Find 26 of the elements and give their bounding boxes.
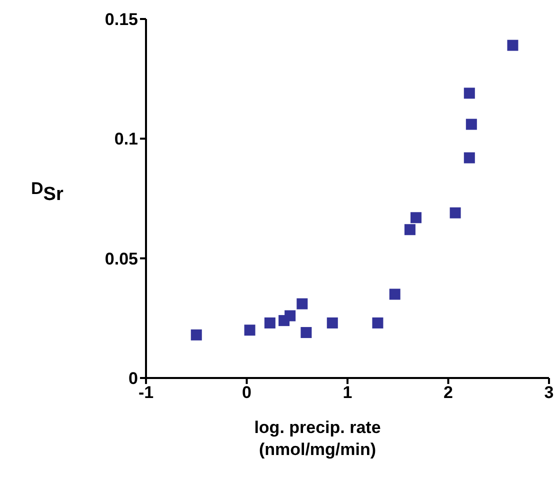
point	[464, 88, 475, 99]
x-tick-label: 2	[444, 383, 453, 402]
point	[296, 298, 308, 310]
point	[190, 329, 202, 340]
x-tick-label: 3	[544, 383, 554, 402]
point	[326, 317, 338, 328]
y-tick-label: 0.15	[104, 10, 138, 30]
point	[389, 288, 400, 300]
y-tick-label: 0	[128, 369, 138, 388]
point	[507, 40, 518, 51]
point	[464, 152, 475, 164]
x-axis-title: log. precip. rate (nmol/mg/min)	[254, 418, 381, 459]
point	[244, 324, 256, 336]
y-tick-label: 0.05	[104, 249, 138, 268]
point	[372, 317, 384, 328]
point	[284, 310, 296, 322]
x-tick-label: 0	[242, 383, 252, 402]
x-tick-label: -1	[138, 383, 154, 402]
point	[404, 224, 416, 236]
point	[450, 207, 461, 218]
y-tick-label: 0.1	[114, 130, 138, 149]
point	[410, 212, 422, 224]
x-tick-label: 1	[342, 383, 352, 402]
point	[300, 327, 312, 338]
point	[466, 118, 477, 130]
point	[264, 317, 276, 328]
